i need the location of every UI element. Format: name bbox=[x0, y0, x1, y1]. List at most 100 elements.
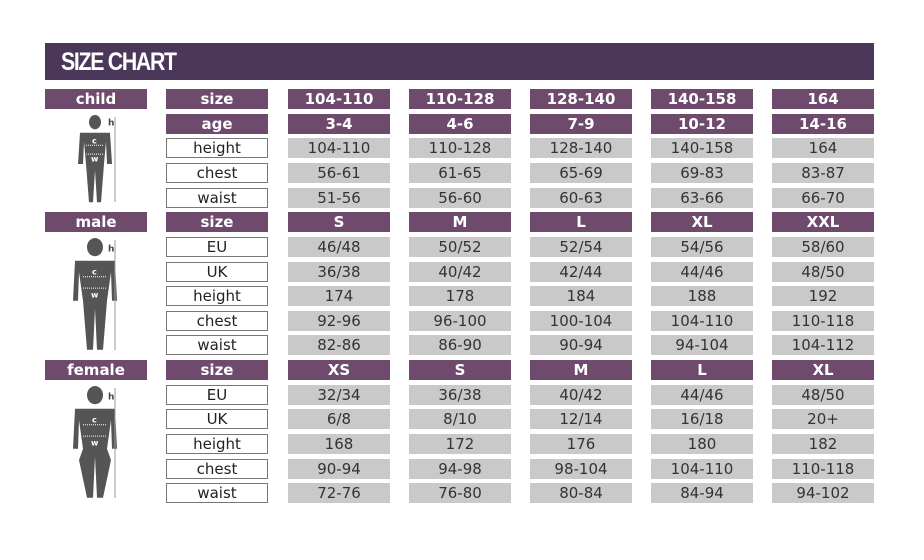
table-cell: 164 bbox=[772, 138, 874, 158]
section-label-child: child bbox=[45, 89, 147, 109]
row-label: UK bbox=[166, 409, 268, 429]
female-silhouette-icon: h c w bbox=[70, 386, 120, 504]
table-cell: 8/10 bbox=[409, 409, 511, 429]
column-header: S bbox=[288, 212, 390, 232]
column-header: 4-6 bbox=[409, 114, 511, 134]
column-header: 14-16 bbox=[772, 114, 874, 134]
column-header: 104-110 bbox=[288, 89, 390, 109]
table-cell: 72-76 bbox=[288, 483, 390, 503]
table-cell: 110-128 bbox=[409, 138, 511, 158]
column-header: L bbox=[530, 212, 632, 232]
section-label-female: female bbox=[45, 360, 147, 380]
table-cell: 44/46 bbox=[651, 262, 753, 282]
table-cell: 182 bbox=[772, 434, 874, 454]
table-cell: 63-66 bbox=[651, 188, 753, 208]
table-cell: 60-63 bbox=[530, 188, 632, 208]
table-cell: 140-158 bbox=[651, 138, 753, 158]
column-header: 128-140 bbox=[530, 89, 632, 109]
row-label: UK bbox=[166, 262, 268, 282]
table-cell: 86-90 bbox=[409, 335, 511, 355]
column-header: M bbox=[409, 212, 511, 232]
table-cell: 94-104 bbox=[651, 335, 753, 355]
table-cell: 61-65 bbox=[409, 163, 511, 183]
column-header: 3-4 bbox=[288, 114, 390, 134]
title-bar: SIZE CHART bbox=[45, 43, 874, 80]
table-cell: 52/54 bbox=[530, 237, 632, 257]
row-label: waist bbox=[166, 483, 268, 503]
table-cell: 69-83 bbox=[651, 163, 753, 183]
table-cell: 82-86 bbox=[288, 335, 390, 355]
table-cell: 94-98 bbox=[409, 459, 511, 479]
table-cell: 20+ bbox=[772, 409, 874, 429]
table-cell: 188 bbox=[651, 286, 753, 306]
row-label: height bbox=[166, 286, 268, 306]
table-cell: 174 bbox=[288, 286, 390, 306]
waist-mark: w bbox=[91, 290, 99, 299]
row-label: EU bbox=[166, 237, 268, 257]
table-cell: 180 bbox=[651, 434, 753, 454]
column-header: S bbox=[409, 360, 511, 380]
table-cell: 172 bbox=[409, 434, 511, 454]
table-cell: 76-80 bbox=[409, 483, 511, 503]
table-cell: 66-70 bbox=[772, 188, 874, 208]
column-header: 164 bbox=[772, 89, 874, 109]
column-header: 7-9 bbox=[530, 114, 632, 134]
table-cell: 110-118 bbox=[772, 311, 874, 331]
row-label: height bbox=[166, 138, 268, 158]
table-cell: 184 bbox=[530, 286, 632, 306]
table-cell: 104-112 bbox=[772, 335, 874, 355]
table-cell: 65-69 bbox=[530, 163, 632, 183]
waist-mark: w bbox=[91, 154, 99, 163]
table-cell: 48/50 bbox=[772, 262, 874, 282]
row-label: age bbox=[166, 114, 268, 134]
table-cell: 56-61 bbox=[288, 163, 390, 183]
table-cell: 6/8 bbox=[288, 409, 390, 429]
male-silhouette-icon: h c w bbox=[70, 238, 120, 356]
row-label: waist bbox=[166, 188, 268, 208]
table-cell: 90-94 bbox=[288, 459, 390, 479]
table-cell: 104-110 bbox=[651, 311, 753, 331]
row-label: size bbox=[166, 89, 268, 109]
table-cell: 54/56 bbox=[651, 237, 753, 257]
row-label: chest bbox=[166, 311, 268, 331]
table-cell: 51-56 bbox=[288, 188, 390, 208]
table-cell: 104-110 bbox=[651, 459, 753, 479]
table-cell: 46/48 bbox=[288, 237, 390, 257]
table-cell: 40/42 bbox=[530, 385, 632, 405]
column-header: 110-128 bbox=[409, 89, 511, 109]
chest-mark: c bbox=[92, 136, 97, 145]
table-cell: 100-104 bbox=[530, 311, 632, 331]
table-cell: 83-87 bbox=[772, 163, 874, 183]
waist-mark: w bbox=[91, 438, 99, 447]
table-cell: 32/34 bbox=[288, 385, 390, 405]
column-header: M bbox=[530, 360, 632, 380]
child-silhouette-icon: h c w bbox=[70, 115, 120, 208]
row-label: chest bbox=[166, 459, 268, 479]
row-label: chest bbox=[166, 163, 268, 183]
table-cell: 48/50 bbox=[772, 385, 874, 405]
column-header: 10-12 bbox=[651, 114, 753, 134]
column-header: XL bbox=[651, 212, 753, 232]
page-title: SIZE CHART bbox=[61, 48, 177, 76]
table-cell: 96-100 bbox=[409, 311, 511, 331]
table-cell: 92-96 bbox=[288, 311, 390, 331]
table-cell: 104-110 bbox=[288, 138, 390, 158]
table-cell: 80-84 bbox=[530, 483, 632, 503]
table-cell: 128-140 bbox=[530, 138, 632, 158]
row-label: waist bbox=[166, 335, 268, 355]
table-cell: 192 bbox=[772, 286, 874, 306]
row-label: height bbox=[166, 434, 268, 454]
row-label: size bbox=[166, 212, 268, 232]
table-cell: 110-118 bbox=[772, 459, 874, 479]
chest-mark: c bbox=[92, 267, 97, 276]
column-header: XS bbox=[288, 360, 390, 380]
table-cell: 42/44 bbox=[530, 262, 632, 282]
section-label-male: male bbox=[45, 212, 147, 232]
table-cell: 58/60 bbox=[772, 237, 874, 257]
chest-mark: c bbox=[92, 415, 97, 424]
table-cell: 50/52 bbox=[409, 237, 511, 257]
column-header: XL bbox=[772, 360, 874, 380]
table-cell: 94-102 bbox=[772, 483, 874, 503]
table-cell: 90-94 bbox=[530, 335, 632, 355]
row-label: size bbox=[166, 360, 268, 380]
